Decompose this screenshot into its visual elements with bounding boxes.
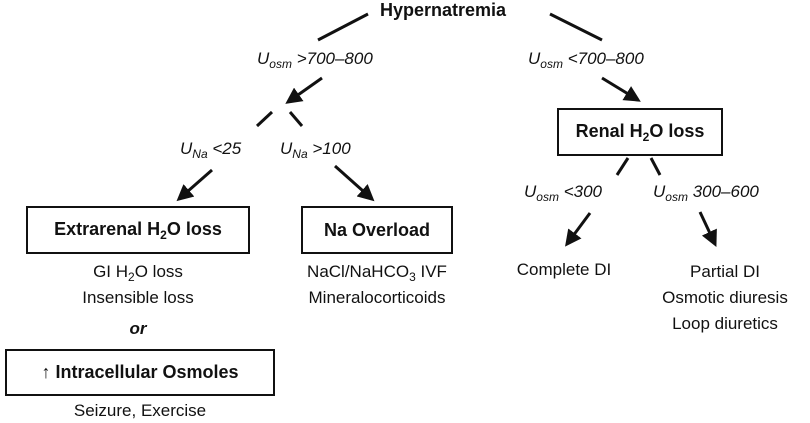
up-arrow-icon: ↑ (41, 362, 51, 382)
connector-split-right (288, 111, 304, 127)
connector-split-left (255, 110, 274, 128)
arrow-to-left-split (285, 76, 323, 104)
intracellular-osmoles-box: ↑ Intracellular Osmoles (5, 349, 275, 396)
label-uosm-low: Uosm <700–800 (528, 49, 644, 71)
cause-nacl-nahco3-ivf: NaCl/NaHCO3 IVF (307, 262, 447, 284)
label-uosm-under-300: Uosm <300 (524, 182, 602, 204)
label-una-high: UNa >100 (280, 139, 351, 161)
arrow-to-extrarenal (176, 168, 213, 202)
or-connector: or (129, 319, 147, 338)
label-uosm-300-600: Uosm 300–600 (653, 182, 759, 204)
cause-insensible-loss: Insensible loss (82, 288, 194, 307)
connector-root-left (317, 12, 369, 42)
renal-water-loss-box: Renal H2O loss (557, 108, 723, 156)
cause-osmotic-diuresis: Osmotic diuresis (662, 288, 788, 307)
connector-renal-right (649, 157, 662, 176)
cause-gi-water-loss: GI H2O loss (93, 262, 183, 284)
connector-renal-left (615, 157, 630, 176)
arrow-to-renal (601, 76, 641, 102)
root-title: Hypernatremia (380, 0, 507, 20)
arrow-to-na-overload (334, 164, 375, 202)
connector-root-right (549, 12, 603, 42)
arrow-to-complete-di (565, 212, 592, 247)
label-uosm-high: Uosm >700–800 (257, 49, 373, 71)
cause-loop-diuretics: Loop diuretics (672, 314, 778, 333)
arrow-to-partial-di (698, 211, 717, 247)
extrarenal-water-loss-box: Extrarenal H2O loss (26, 206, 250, 254)
cause-seizure-exercise: Seizure, Exercise (73, 401, 207, 420)
cause-mineralocorticoids: Mineralocorticoids (308, 288, 446, 307)
label-una-low: UNa <25 (180, 139, 242, 161)
na-overload-box: Na Overload (301, 206, 453, 254)
cause-partial-di: Partial DI (690, 262, 760, 281)
cause-complete-di: Complete DI (516, 260, 612, 279)
